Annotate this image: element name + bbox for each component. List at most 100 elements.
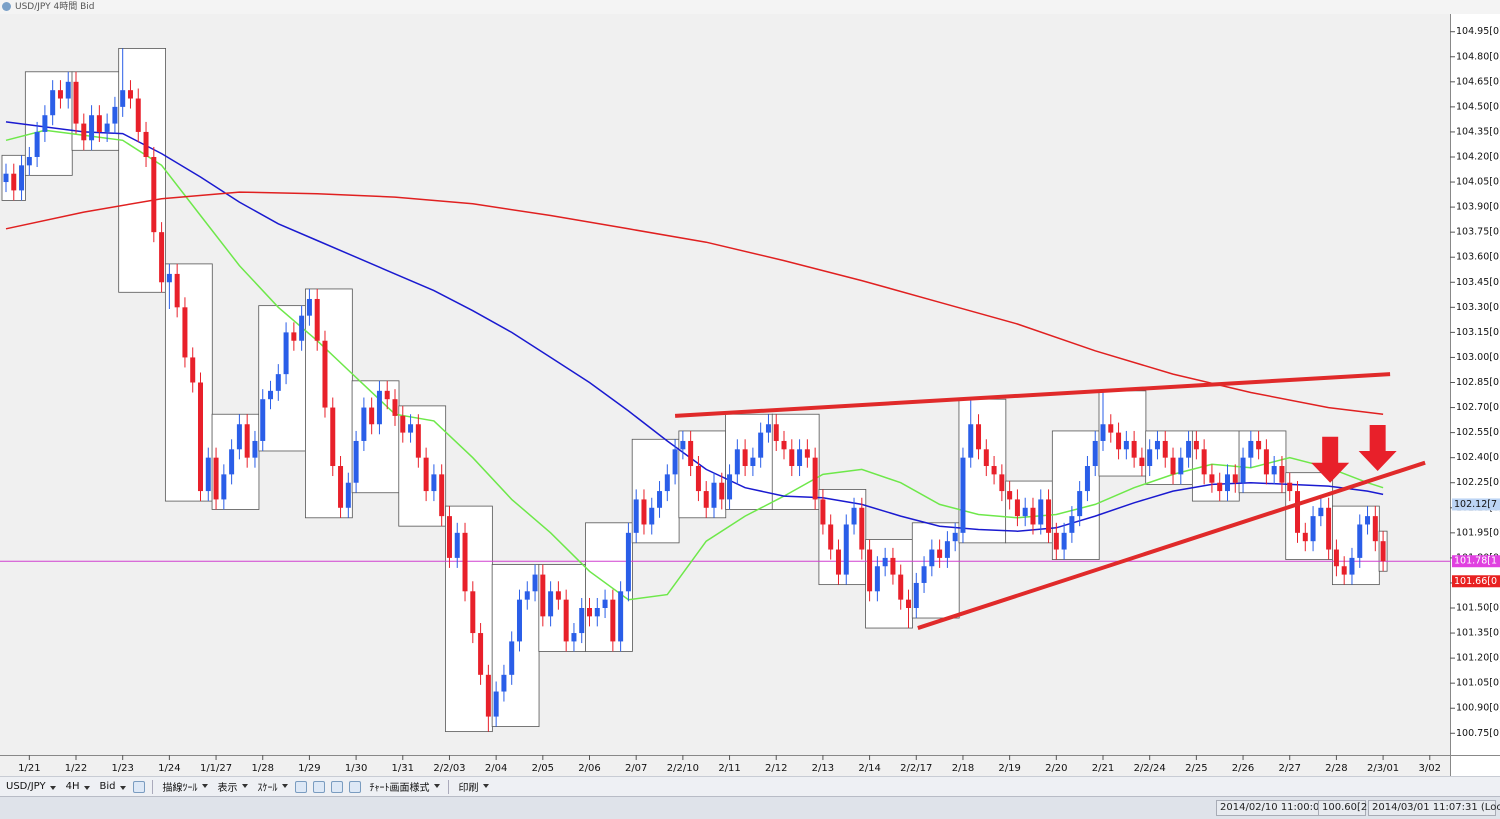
annotation-arrow — [1358, 425, 1397, 472]
toolbar-dropdown[interactable]: Bid — [94, 781, 130, 792]
toolbar-dropdown[interactable]: 描線ﾂｰﾙ — [157, 779, 212, 794]
y-tick-label: 101.05[0] — [1456, 678, 1500, 689]
candle-body — [1038, 499, 1044, 525]
daily-range-box — [398, 405, 447, 527]
candle-body — [688, 440, 694, 467]
candle-body — [34, 131, 40, 157]
y-tick-label: 102.70[0] — [1456, 402, 1500, 413]
candle-body — [485, 674, 491, 717]
toolbar-icon[interactable] — [312, 780, 325, 793]
y-tick-label: 102.40[0] — [1456, 452, 1500, 463]
annotation-arrow — [1311, 436, 1350, 483]
price-label-box — [1452, 498, 1500, 511]
candle-body — [835, 549, 841, 575]
y-tick-label: 102.25[0] — [1456, 477, 1500, 488]
candle-body — [369, 407, 375, 425]
candle-body — [283, 332, 289, 375]
candle-body — [1123, 440, 1129, 450]
status-field: 2014/03/01 11:07:31 (Local) — [1368, 800, 1500, 816]
x-tick-label: 2/14 — [858, 763, 880, 774]
toolbar-dropdown[interactable]: 表示 — [212, 779, 252, 794]
daily-range-box — [1051, 430, 1100, 560]
candle-body — [789, 449, 795, 467]
candle-body — [159, 232, 165, 283]
candle-body — [1341, 566, 1347, 575]
candle-body — [1061, 532, 1067, 550]
candle-body — [563, 599, 569, 642]
daily-range-box — [1005, 480, 1053, 544]
x-tick-label: 2/04 — [485, 763, 507, 774]
candle-body — [1279, 466, 1285, 483]
toolbar-dropdown[interactable]: ｽｹｰﾙ — [252, 779, 292, 794]
candle-body — [649, 507, 655, 525]
x-tick-label: 2/21 — [1092, 763, 1114, 774]
candle-body — [516, 599, 522, 642]
candle-body — [1256, 440, 1262, 450]
x-tick-label: 2/07 — [625, 763, 647, 774]
toolbar-icon[interactable] — [330, 780, 343, 793]
daily-range-box — [678, 430, 727, 519]
candle-body — [213, 457, 219, 500]
candle-body — [1170, 457, 1176, 475]
candle-body — [921, 566, 927, 583]
toolbar-icon[interactable] — [132, 780, 145, 793]
toolbar: USD/JPY 4H Bid 描線ﾂｰﾙ 表示 ｽｹｰﾙ ﾁｬｰﾄ画面様式 印刷 — [0, 776, 1500, 796]
y-tick-label: 104.80[0] — [1456, 51, 1500, 62]
candle-body — [446, 516, 452, 558]
price-label: 101.78[1 — [1454, 556, 1497, 567]
candle-body — [1030, 507, 1036, 525]
candle-body — [1100, 424, 1106, 441]
candle-body — [291, 332, 297, 341]
candle-body — [143, 131, 149, 157]
candle-body — [19, 165, 25, 191]
toolbar-dropdown[interactable]: 4H — [60, 781, 94, 792]
candle-body — [991, 466, 997, 475]
candle-body — [299, 315, 305, 341]
candle-body — [843, 524, 849, 575]
candle-body — [454, 532, 460, 558]
candle-body — [633, 499, 639, 533]
candle-body — [579, 608, 585, 634]
toolbar-icon[interactable] — [294, 780, 307, 793]
status-field: 100.60[2] — [1318, 800, 1371, 816]
x-tick-label: 2/13 — [812, 763, 834, 774]
candle-body — [1046, 499, 1052, 533]
candle-body — [1154, 440, 1160, 450]
candle-body — [1240, 457, 1246, 483]
x-tick-label: 2/2/17 — [900, 763, 932, 774]
toolbar-dropdown[interactable]: 印刷 — [453, 779, 493, 794]
toolbar-dropdown[interactable]: ﾁｬｰﾄ画面様式 — [364, 779, 444, 794]
candle-body — [898, 574, 904, 600]
candle-body — [804, 449, 810, 458]
y-tick-label: 103.90[0] — [1456, 202, 1500, 213]
x-tick-label: 2/06 — [578, 763, 600, 774]
candle-body — [1310, 516, 1316, 542]
candle-body — [828, 524, 834, 550]
toolbar-dropdown[interactable]: USD/JPY — [0, 781, 60, 792]
candle-body — [1201, 449, 1207, 475]
x-tick-label: 2/2/10 — [667, 763, 699, 774]
x-tick-label: 2/18 — [952, 763, 974, 774]
candle-body — [859, 507, 865, 550]
candle-body — [423, 457, 429, 492]
candle-body — [400, 415, 406, 433]
candle-body — [1084, 466, 1090, 492]
candle-body — [773, 424, 779, 441]
candle-body — [1365, 516, 1371, 525]
candle-body — [96, 115, 102, 132]
candle-body — [376, 390, 382, 425]
candle-body — [976, 424, 982, 450]
candle-body — [1014, 499, 1020, 517]
y-tick-label: 102.85[0] — [1456, 377, 1500, 388]
candle-body — [1318, 507, 1324, 517]
candle-body — [1380, 541, 1386, 562]
x-tick-label: 1/21 — [18, 763, 40, 774]
candle-body — [571, 633, 577, 642]
y-tick-label: 102.55[0] — [1456, 427, 1500, 438]
app-icon — [2, 2, 11, 11]
candle-body — [26, 156, 32, 166]
candle-body — [229, 449, 235, 475]
candle-body — [330, 407, 336, 467]
title-bar: USD/JPY 4時間 Bid — [0, 0, 1500, 14]
toolbar-icon[interactable] — [348, 780, 361, 793]
